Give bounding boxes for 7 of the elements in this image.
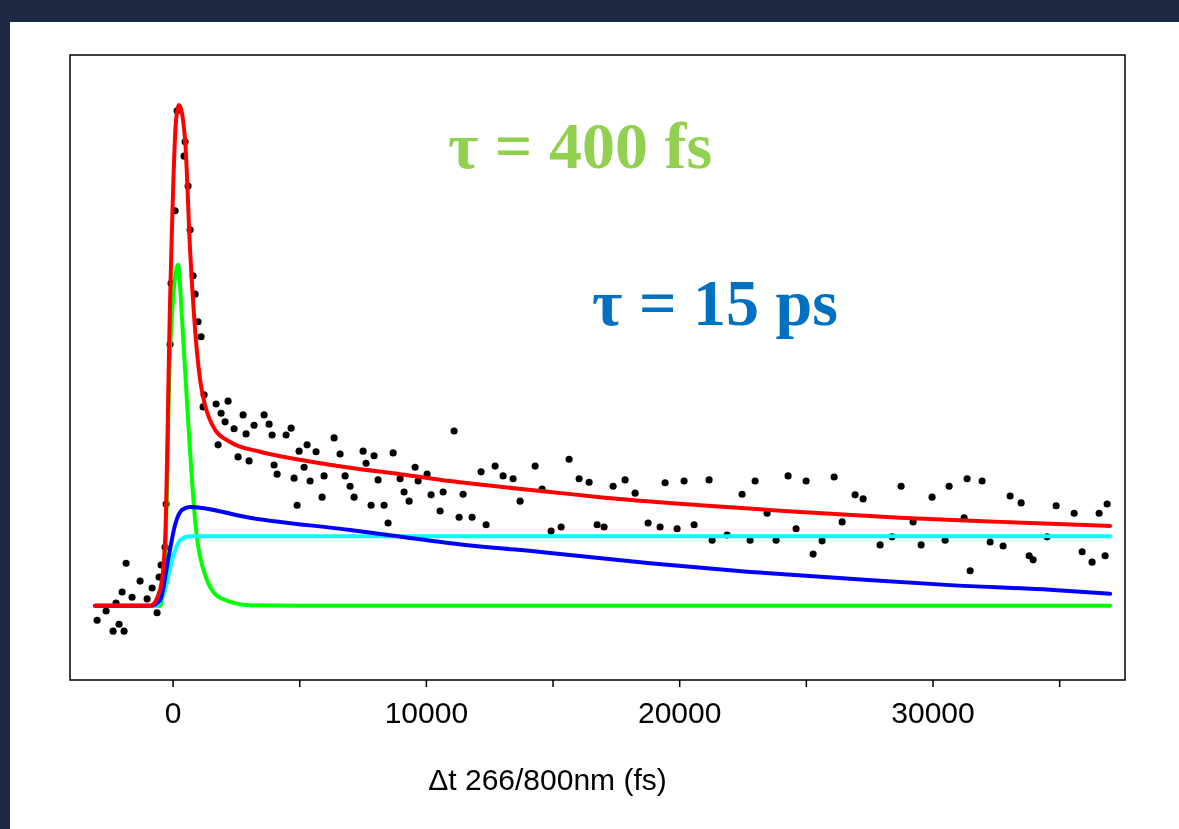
x-tick-label: 30000 bbox=[891, 696, 975, 729]
annotation: τ = 400 fs bbox=[447, 109, 713, 182]
x-axis-title: Δt 266/800nm (fs) bbox=[428, 763, 667, 796]
x-tick-label: 0 bbox=[164, 696, 182, 729]
x-tick-label: 10000 bbox=[384, 696, 469, 729]
x-tick-label: 20000 bbox=[637, 696, 722, 729]
annotation: τ = 15 ps bbox=[592, 266, 838, 339]
